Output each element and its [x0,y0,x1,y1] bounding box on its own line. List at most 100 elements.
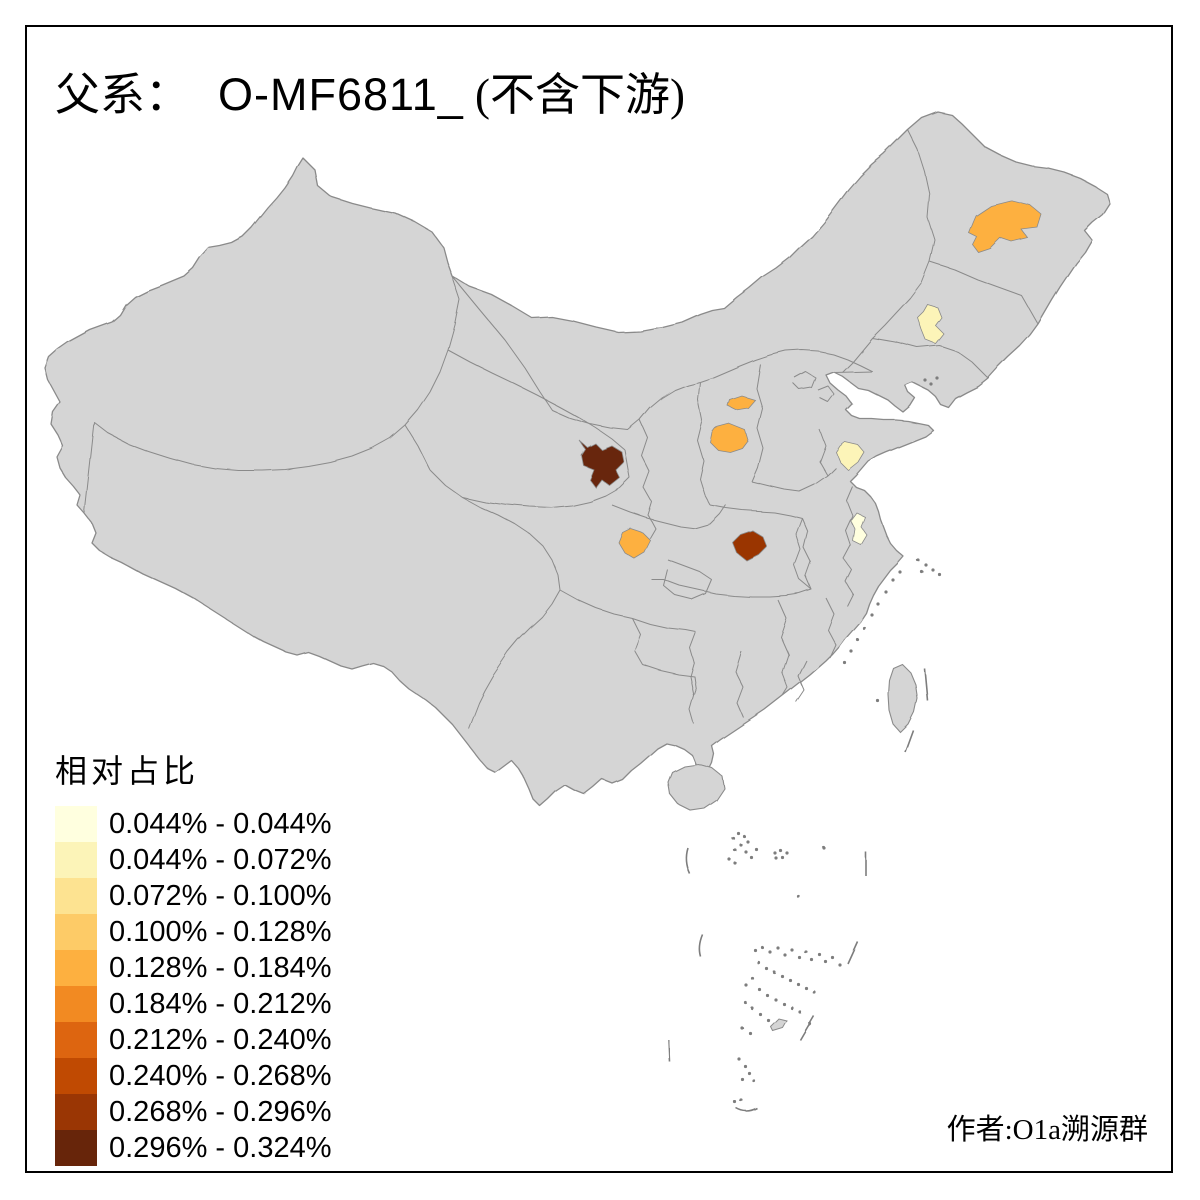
small-island-dot [838,963,842,967]
small-island-dot [764,966,768,970]
heilongjiang-central-region [967,199,1043,253]
province-boundary [639,419,656,541]
small-island-dot [740,1026,744,1030]
small-island-dot [818,953,822,957]
shanxi-southeast-region [709,423,749,453]
legend-swatch [55,914,97,950]
small-island-dot [739,843,743,847]
province-boundary [689,631,697,725]
legend-row: 0.128% - 0.184% [55,950,331,986]
small-island-dot [758,988,762,992]
province-boundary [611,504,727,529]
small-island-dot [739,1076,743,1080]
legend-title: 相对占比 [55,753,200,789]
legend-swatch [55,1094,97,1130]
small-island-dot [916,558,920,562]
legend-swatch [55,986,97,1022]
small-island-dot [733,1100,737,1104]
small-island-dot [773,851,777,855]
small-island-dot [750,856,754,860]
china-mainland-shape [44,111,1110,807]
province-boundary [777,599,789,697]
small-island-dot [798,956,802,960]
small-island-dot [812,990,816,994]
small-island-dot [884,590,888,594]
small-island-dot [935,376,939,380]
legend-label: 0.240% - 0.268% [109,1059,332,1092]
small-island-dot [783,953,787,957]
province-boundary [751,363,764,483]
nine-dash-line-segment [668,1039,671,1063]
small-island-dot [790,1006,794,1010]
province-boundary [709,504,813,591]
small-island-dot [891,578,895,582]
page-title: 父系： O-MF6811_ (不含下游) [55,58,685,123]
small-island-dot [743,1000,747,1004]
small-island-dot [746,840,750,844]
small-island-dot [736,831,740,835]
small-island-dot [742,834,746,838]
legend-label: 0.128% - 0.184% [109,951,332,984]
plot-border [25,25,1173,1173]
small-island-dot [739,1098,743,1102]
small-island-dot [870,613,874,617]
hainan-island-shape [667,763,725,811]
legend-swatch [55,1022,97,1058]
province-boundary [631,617,697,697]
small-island-dot [774,998,778,1002]
small-island-dot [790,948,794,952]
title-suffix: (不含下游) [463,70,686,120]
province-boundary [663,559,713,601]
small-island-dot [768,950,772,954]
small-island-dot [804,950,808,954]
legend-swatch [55,950,97,986]
legend-row: 0.296% - 0.324% [55,1130,331,1166]
small-island-dot [744,983,748,987]
small-island-dot [774,856,778,860]
small-island-dot [780,855,784,859]
legend-row: 0.240% - 0.268% [55,1058,331,1094]
legend-row: 0.100% - 0.128% [55,914,331,950]
small-island-dot [766,1018,770,1022]
legend-label: 0.044% - 0.044% [109,807,332,840]
legend-row: 0.044% - 0.072% [55,842,331,878]
anhui-east-region [849,511,867,545]
nine-dash-line-segment [735,1107,758,1112]
province-boundary [429,469,561,729]
province-boundary [793,371,817,391]
legend-row: 0.212% - 0.240% [55,1022,331,1058]
province-boundary [451,275,873,431]
small-island-dot [776,946,780,950]
sichuan-central-region [617,527,651,559]
hubei-west-region [731,529,767,561]
small-island-dot [728,858,732,862]
legend-swatch [55,1130,97,1166]
small-island-dot [746,1070,750,1074]
small-island-dot [920,570,924,574]
small-island-dot [766,994,770,998]
province-boundary [652,517,813,598]
small-island-dot [751,1078,755,1082]
small-island-dot [742,1063,746,1067]
small-island-dot [938,573,942,577]
small-island-dot [758,1012,762,1016]
province-boundary [819,429,829,477]
small-island-dot [784,850,788,854]
legend-label: 0.212% - 0.240% [109,1023,332,1056]
small-island-dot [862,626,866,630]
small-island-dot [788,978,792,982]
legend-swatch [55,806,97,842]
small-island-dot [875,698,879,702]
legend: 相对占比 0.044% - 0.044% 0.044% - 0.072% 0.072… [55,746,331,1166]
province-boundary [929,261,1039,325]
province-boundary [447,349,626,451]
province-boundary [817,385,835,403]
legend-label: 0.184% - 0.212% [109,987,332,1020]
author-credit: 作者:O1a溯源群 [946,1114,1148,1146]
small-island-dot [898,570,902,574]
legend-swatch [55,1058,97,1094]
small-island-dot [798,1010,802,1014]
small-island-dot [753,948,757,952]
